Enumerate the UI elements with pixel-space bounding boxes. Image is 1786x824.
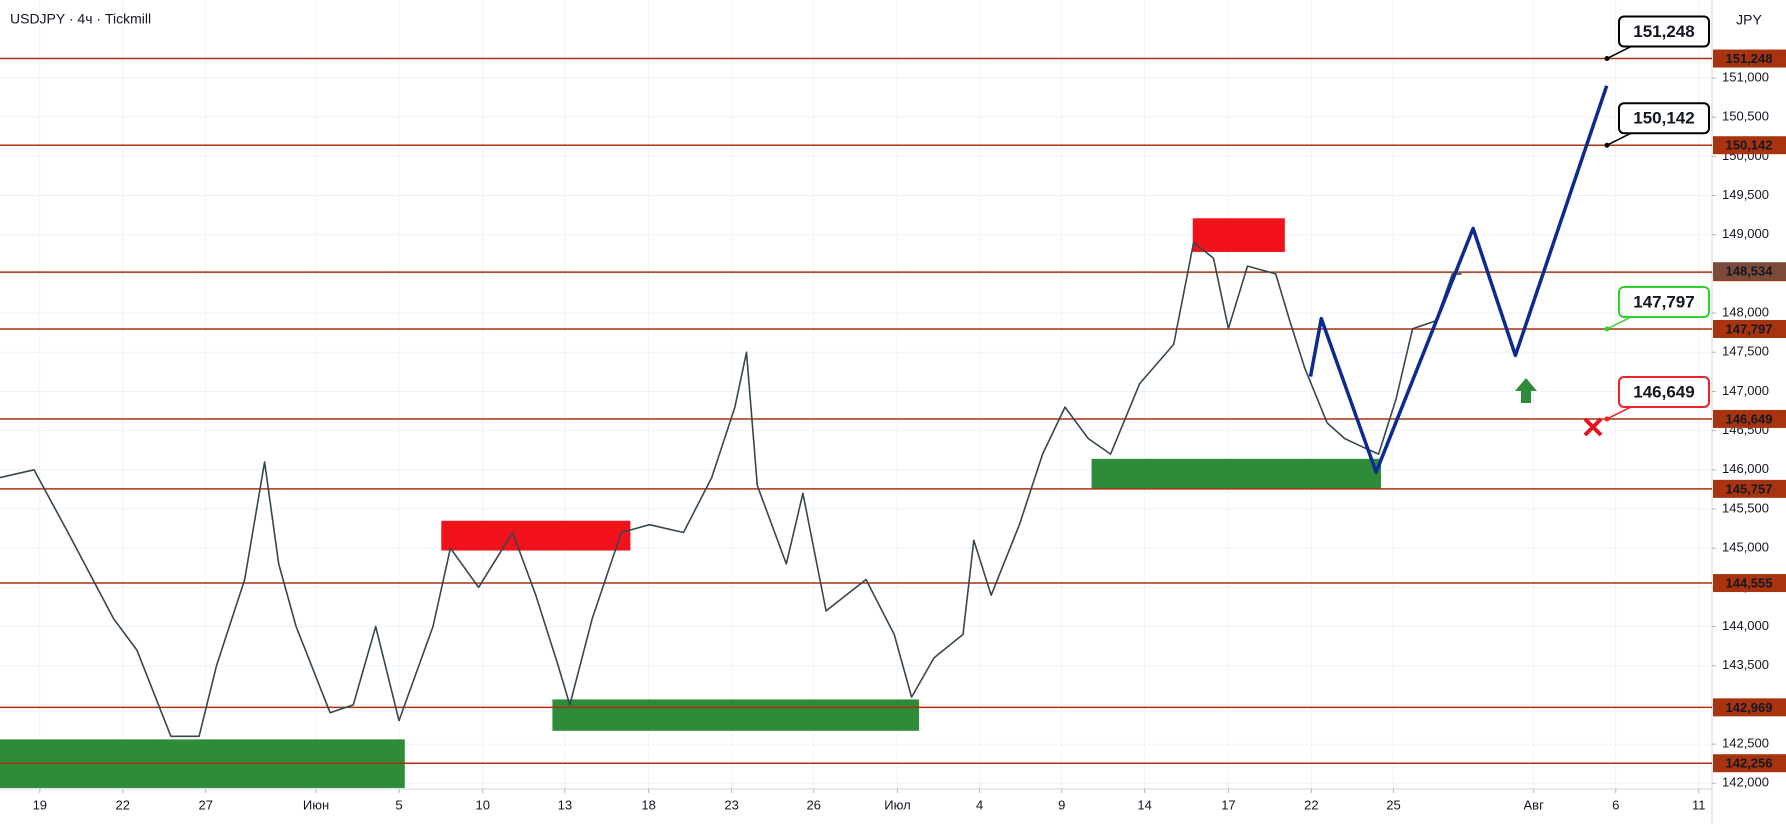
price-line: [0, 241, 1462, 738]
y-tick-label: 147,500: [1722, 344, 1769, 359]
x-tick-label: Июл: [884, 797, 910, 812]
y-tick-label: 145,500: [1722, 500, 1769, 515]
price-label: 146,649: [1726, 411, 1773, 426]
y-tick-label: 144,000: [1722, 618, 1769, 633]
x-tick-label: 27: [198, 797, 212, 812]
x-tick-label: 13: [558, 797, 572, 812]
price-label: 142,256: [1726, 756, 1773, 771]
x-tick-label: 23: [724, 797, 738, 812]
price-label: 150,142: [1726, 138, 1773, 153]
symbol-title: USDJPY · 4ч · Tickmill: [10, 11, 151, 27]
x-tick-label: 22: [116, 797, 130, 812]
y-tick-label: 143,500: [1722, 657, 1769, 672]
callout-label: 146,649: [1633, 382, 1694, 401]
x-tick-label: 26: [806, 797, 820, 812]
x-tick-label: 5: [395, 797, 402, 812]
callout-label: 147,797: [1633, 292, 1694, 311]
callout-box: [1618, 375, 1710, 408]
callout-box: [1618, 15, 1710, 48]
y-tick-label: 142,500: [1722, 736, 1769, 751]
x-tick-label: 6: [1612, 797, 1619, 812]
x-tick-label: 4: [976, 797, 983, 812]
y-tick-label: 142,000: [1722, 775, 1769, 790]
price-label-box: [1713, 319, 1786, 338]
y-tick-label: 150,500: [1722, 109, 1769, 124]
price-label: 142,969: [1726, 700, 1773, 715]
callout-label: 151,248: [1633, 22, 1694, 41]
callout-label: 150,142: [1633, 109, 1694, 128]
x-tick-label: 22: [1304, 797, 1318, 812]
x-tick-label: 17: [1221, 797, 1235, 812]
price-label-box: [1713, 136, 1786, 155]
zone: [441, 520, 631, 551]
price-label-box: [1713, 409, 1786, 428]
x-tick-label: 10: [476, 797, 490, 812]
price-label-box: [1713, 49, 1786, 68]
callout-box: [1618, 102, 1710, 135]
y-tick-label: 151,000: [1722, 69, 1769, 84]
price-label-box: [1713, 574, 1786, 593]
price-label: 145,757: [1726, 481, 1773, 496]
callout-pointer: [1606, 406, 1632, 420]
x-tick-label: 18: [641, 797, 655, 812]
callout-pointer: [1606, 132, 1632, 146]
x-tick-label: Июн: [303, 797, 329, 812]
price-label: 144,555: [1726, 575, 1773, 590]
callout-box: [1618, 285, 1710, 318]
callout-anchor: [1604, 56, 1610, 62]
y-tick-label: 147,000: [1722, 383, 1769, 398]
price-label: 147,797: [1726, 321, 1773, 336]
zone: [552, 699, 920, 731]
x-tick-label: 11: [1692, 797, 1706, 812]
icons: [1515, 378, 1603, 437]
y-tick-label: 146,000: [1722, 461, 1769, 476]
x-tick-label: 9: [1058, 797, 1065, 812]
price-label-box: [1713, 698, 1786, 717]
callout-pointer: [1606, 45, 1632, 60]
price-label-box: [1713, 479, 1786, 498]
callout-anchor: [1604, 416, 1610, 422]
buy-arrow: [1515, 378, 1537, 403]
y-tick-label: 148,000: [1722, 305, 1769, 320]
currency: JPY: [1736, 12, 1762, 28]
price-label-box: [1713, 754, 1786, 773]
callout-pointer: [1606, 316, 1632, 330]
x-tick-label: 25: [1386, 797, 1400, 812]
price-label: 151,248: [1726, 51, 1773, 66]
forecast-line: [1308, 85, 1609, 474]
zone: [1192, 218, 1285, 252]
y-tick-label: 149,500: [1722, 187, 1769, 202]
stop-cross: [1583, 417, 1603, 437]
zone: [1091, 458, 1382, 490]
callout-anchor: [1604, 142, 1610, 148]
callout-anchor: [1604, 326, 1610, 332]
price-label: 148,534: [1726, 264, 1774, 279]
price-label-box: [1713, 262, 1786, 281]
y-tick-label: 145,000: [1722, 540, 1769, 555]
x-tick-label: Авг: [1524, 797, 1545, 812]
y-tick-label: 149,000: [1722, 226, 1769, 241]
x-tick-label: 19: [33, 797, 47, 812]
x-tick-label: 14: [1137, 797, 1151, 812]
